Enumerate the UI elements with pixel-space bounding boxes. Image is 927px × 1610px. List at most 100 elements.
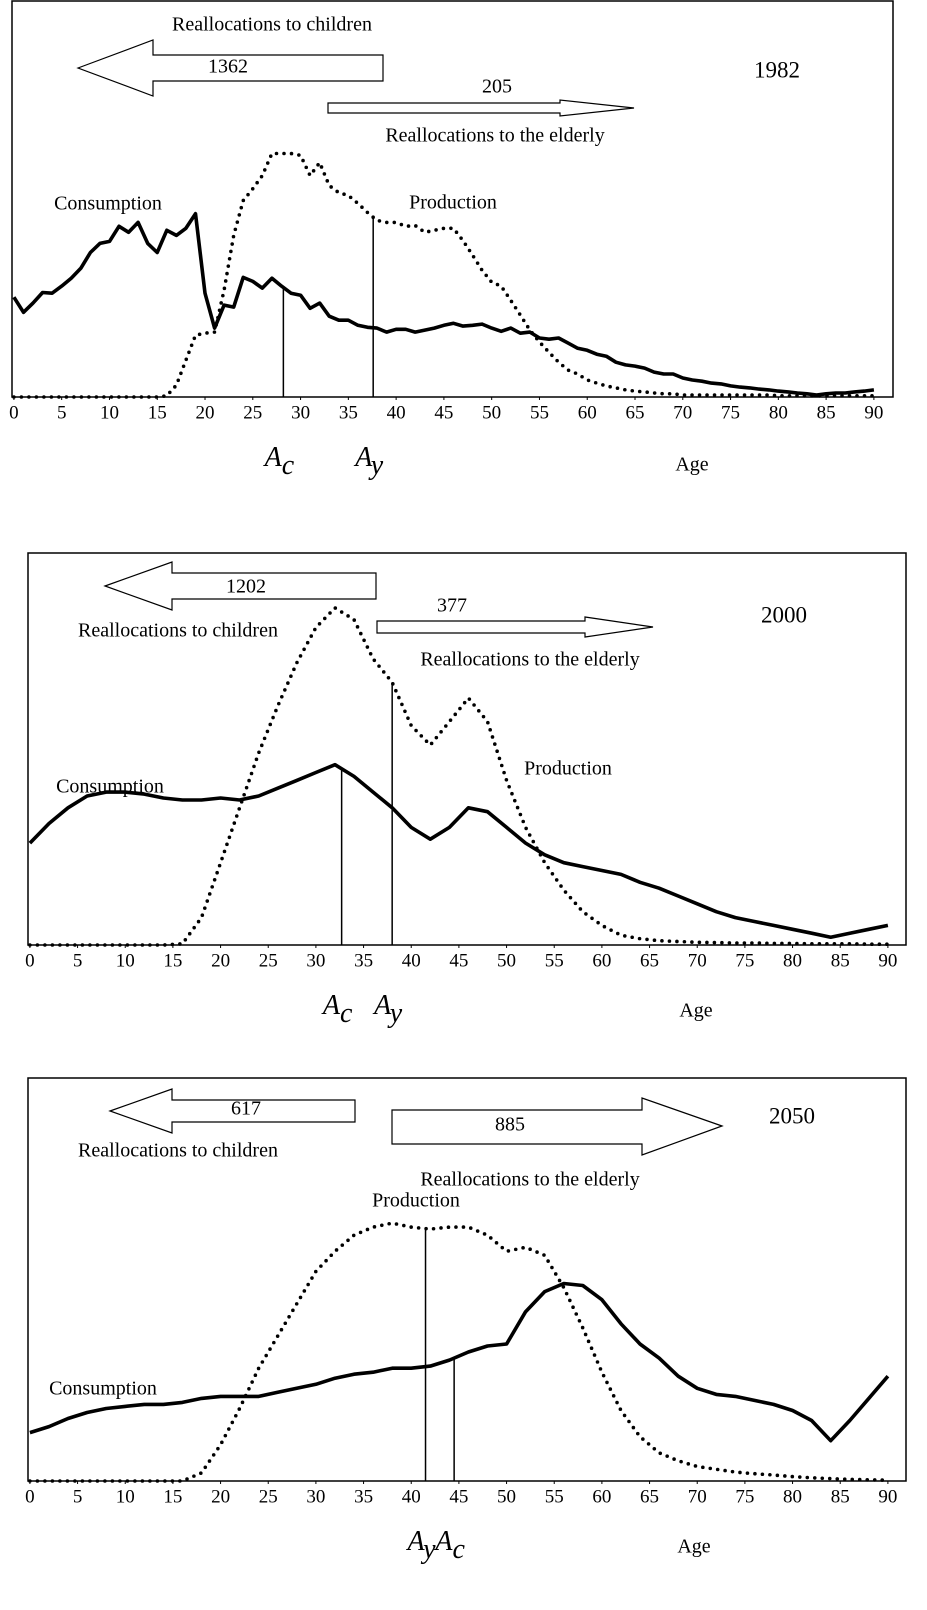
x-tick-label: 65 bbox=[640, 1486, 659, 1507]
marker-label: Ay bbox=[406, 1526, 437, 1565]
x-tick-label: 65 bbox=[640, 950, 659, 971]
x-tick-label: 90 bbox=[878, 1486, 897, 1507]
marker-subscript: y bbox=[387, 998, 403, 1029]
plot-frame bbox=[27, 1077, 907, 1482]
x-tick-label: 20 bbox=[211, 950, 230, 971]
production-line bbox=[28, 1221, 890, 1483]
reallocation-label: Reallocations to children bbox=[172, 14, 372, 36]
reallocation-label: Reallocations to the elderly bbox=[420, 649, 639, 671]
reallocation-value: 377 bbox=[437, 595, 467, 617]
x-tick-label: 50 bbox=[497, 950, 516, 971]
x-tick-label: 75 bbox=[721, 402, 740, 423]
x-axis-title: Age bbox=[677, 1536, 710, 1558]
production-line bbox=[12, 151, 876, 399]
series-label: Production bbox=[372, 1190, 460, 1212]
x-tick-label: 85 bbox=[817, 402, 836, 423]
x-tick-label: 60 bbox=[592, 950, 611, 971]
x-tick-label: 5 bbox=[73, 950, 83, 971]
arrow bbox=[376, 616, 654, 638]
x-tick-label: 40 bbox=[402, 1486, 421, 1507]
x-axis-title: Age bbox=[675, 454, 708, 476]
x-tick-label: 5 bbox=[73, 1486, 83, 1507]
x-tick-label: 15 bbox=[163, 950, 182, 971]
x-tick-label: 40 bbox=[402, 950, 421, 971]
series-label: Consumption bbox=[49, 1378, 157, 1400]
x-tick-label: 45 bbox=[449, 950, 468, 971]
consumption-line bbox=[28, 762, 889, 939]
x-tick-label: 25 bbox=[243, 402, 262, 423]
x-tick-label: 55 bbox=[530, 402, 549, 423]
x-tick-label: 25 bbox=[259, 950, 278, 971]
x-tick-label: 25 bbox=[259, 1486, 278, 1507]
marker-subscript: y bbox=[420, 1534, 436, 1565]
x-tick-label: 20 bbox=[211, 1486, 230, 1507]
marker-symbol: A bbox=[406, 1526, 426, 1557]
x-tick-label: 0 bbox=[25, 1486, 35, 1507]
x-tick-label: 90 bbox=[864, 402, 883, 423]
arrow bbox=[103, 561, 377, 611]
x-tick-label: 30 bbox=[306, 1486, 325, 1507]
reallocation-value: 1202 bbox=[226, 576, 266, 598]
x-tick-label: 15 bbox=[148, 402, 167, 423]
x-tick-label: 55 bbox=[545, 1486, 564, 1507]
x-tick-label: 10 bbox=[116, 950, 135, 971]
reallocation-value: 885 bbox=[495, 1114, 525, 1136]
marker-symbol: A bbox=[353, 442, 373, 473]
marker-label: Ay bbox=[353, 442, 384, 481]
arrow bbox=[76, 39, 384, 97]
x-tick-label: 80 bbox=[783, 950, 802, 971]
x-tick-label: 15 bbox=[163, 1486, 182, 1507]
x-tick-label: 85 bbox=[831, 1486, 850, 1507]
x-tick-label: 35 bbox=[354, 950, 373, 971]
x-tick-label: 80 bbox=[783, 1486, 802, 1507]
marker-subscript: y bbox=[368, 450, 384, 481]
marker-label: Ac bbox=[263, 442, 295, 481]
x-tick-label: 20 bbox=[196, 402, 215, 423]
x-tick-label: 75 bbox=[735, 950, 754, 971]
marker-symbol: A bbox=[372, 990, 392, 1021]
series-label: Consumption bbox=[56, 776, 164, 798]
x-tick-label: 55 bbox=[545, 950, 564, 971]
x-axis-title: Age bbox=[679, 1000, 712, 1022]
production-line bbox=[28, 606, 890, 947]
series-label: Production bbox=[409, 192, 497, 214]
x-tick-label: 40 bbox=[387, 402, 406, 423]
x-tick-label: 0 bbox=[25, 950, 35, 971]
marker-subscript: c bbox=[452, 1534, 465, 1565]
x-tick-label: 5 bbox=[57, 402, 67, 423]
x-tick-label: 65 bbox=[626, 402, 645, 423]
x-tick-label: 0 bbox=[9, 402, 19, 423]
reallocation-value: 1362 bbox=[208, 56, 248, 78]
x-tick-label: 45 bbox=[434, 402, 453, 423]
x-tick-label: 10 bbox=[116, 1486, 135, 1507]
marker-symbol: A bbox=[263, 442, 283, 473]
series-label: Consumption bbox=[54, 193, 162, 215]
plot-frame bbox=[27, 552, 907, 946]
x-tick-label: 70 bbox=[688, 950, 707, 971]
reallocation-label: Reallocations to children bbox=[78, 620, 278, 642]
x-tick-label: 60 bbox=[592, 1486, 611, 1507]
marker-label: Ac bbox=[433, 1526, 465, 1565]
x-tick-label: 70 bbox=[688, 1486, 707, 1507]
reallocation-label: Reallocations to children bbox=[78, 1140, 278, 1162]
x-tick-label: 60 bbox=[578, 402, 597, 423]
x-tick-label: 75 bbox=[735, 1486, 754, 1507]
x-tick-label: 80 bbox=[769, 402, 788, 423]
arrow bbox=[108, 1088, 356, 1134]
x-tick-label: 30 bbox=[306, 950, 325, 971]
x-tick-label: 90 bbox=[878, 950, 897, 971]
marker-symbol: A bbox=[433, 1526, 453, 1557]
series-label: Production bbox=[524, 758, 612, 780]
x-tick-label: 50 bbox=[497, 1486, 516, 1507]
reallocation-value: 205 bbox=[482, 76, 512, 98]
marker-subscript: c bbox=[282, 450, 295, 481]
x-tick-label: 10 bbox=[100, 402, 119, 423]
x-tick-label: 70 bbox=[673, 402, 692, 423]
year-label: 2000 bbox=[761, 602, 807, 627]
x-tick-label: 50 bbox=[482, 402, 501, 423]
arrow bbox=[391, 1097, 724, 1156]
x-tick-label: 85 bbox=[831, 950, 850, 971]
arrow bbox=[327, 99, 635, 117]
plot-frame bbox=[11, 0, 894, 398]
